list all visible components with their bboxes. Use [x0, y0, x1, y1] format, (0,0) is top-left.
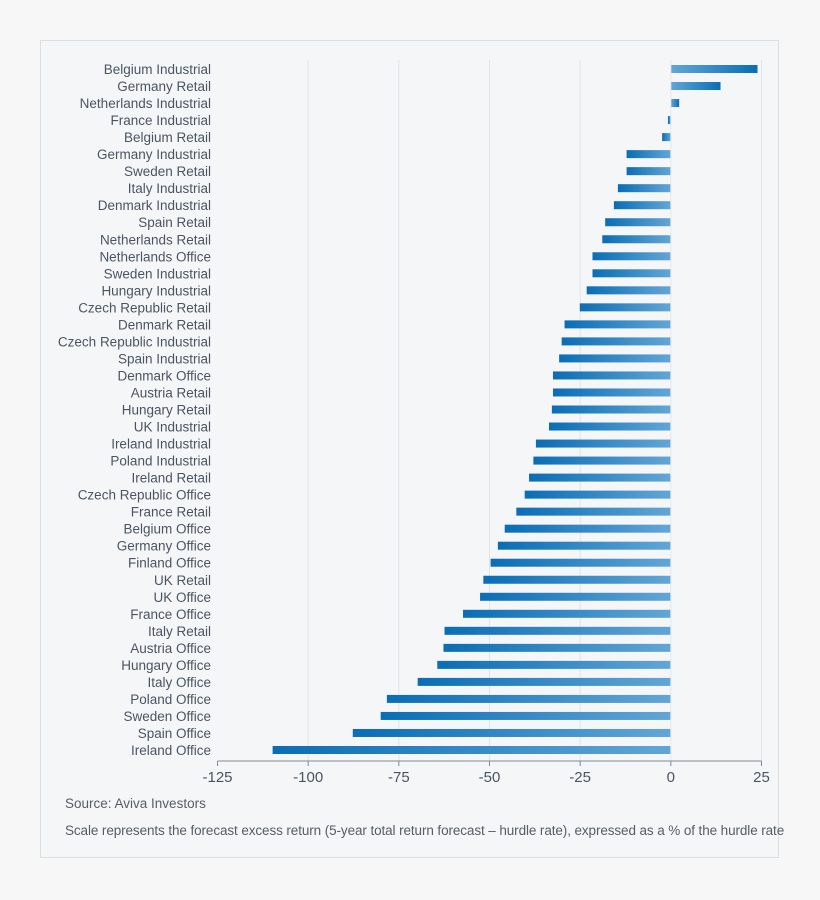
bar: [552, 371, 671, 380]
bar: [444, 626, 671, 635]
category-label: Poland Industrial: [110, 454, 211, 469]
bar: [670, 65, 758, 73]
category-label: Spain Retail: [138, 215, 211, 230]
bar: [272, 746, 671, 754]
bar: [602, 235, 671, 244]
bar: [605, 218, 671, 227]
bar: [592, 252, 671, 261]
x-tick-label: 0: [667, 769, 675, 786]
bar: [417, 677, 671, 686]
category-label: Spain Office: [138, 726, 211, 741]
category-label: Spain Industrial: [118, 351, 211, 366]
category-label: Sweden Retail: [124, 164, 211, 179]
category-label: UK Industrial: [134, 420, 211, 435]
category-label: Ireland Retail: [131, 471, 211, 486]
bar: [592, 269, 671, 278]
category-label: Germany Industrial: [97, 147, 211, 162]
category-label: Belgium Office: [123, 522, 211, 537]
category-label: Germany Retail: [117, 79, 211, 94]
x-tick-label: -75: [388, 769, 410, 786]
bar: [551, 405, 671, 414]
bar: [529, 473, 671, 482]
category-label: Finland Office: [128, 556, 211, 571]
x-tick-label: -100: [293, 769, 323, 786]
bar: [352, 728, 671, 737]
category-label: Denmark Retail: [118, 317, 211, 332]
category-label: UK Retail: [154, 573, 211, 588]
bar: [617, 184, 671, 193]
bar: [463, 609, 671, 618]
bar: [548, 422, 671, 431]
bar: [626, 167, 671, 176]
category-label: Czech Republic Retail: [78, 300, 211, 315]
bar: [380, 711, 671, 720]
category-label: France Retail: [131, 505, 211, 520]
category-label: Netherlands Retail: [100, 232, 211, 247]
category-label: Netherlands Industrial: [80, 96, 211, 111]
category-label: Hungary Retail: [122, 403, 211, 418]
category-label: Germany Office: [117, 539, 211, 554]
bar: [552, 388, 671, 397]
bar: [516, 507, 671, 516]
category-label: Czech Republic Office: [78, 488, 211, 503]
bar: [437, 660, 671, 669]
bar: [497, 541, 671, 550]
category-label: Denmark Office: [117, 368, 211, 383]
bar: [613, 201, 671, 210]
bar: [626, 150, 671, 159]
category-label: UK Office: [153, 590, 211, 605]
x-tick-label: -25: [569, 769, 591, 786]
bar: [480, 592, 671, 601]
x-tick-label: -50: [479, 769, 501, 786]
category-label: France Office: [130, 607, 211, 622]
category-label: Denmark Industrial: [98, 198, 211, 213]
category-label: Italy Retail: [148, 624, 211, 639]
category-label: France Industrial: [110, 113, 211, 128]
category-label: Czech Republic Industrial: [58, 334, 211, 349]
category-label: Netherlands Office: [99, 249, 211, 264]
category-label: Austria Office: [130, 641, 211, 656]
category-label: Austria Retail: [131, 385, 211, 400]
bar: [579, 303, 671, 312]
bar: [559, 354, 671, 363]
bar: [670, 99, 680, 108]
x-tick-label: 25: [753, 769, 770, 786]
bar: [490, 558, 671, 567]
bar: [586, 286, 671, 295]
bar: [524, 490, 671, 499]
bar: [662, 133, 671, 142]
chart-panel: [40, 40, 779, 858]
bar: [483, 575, 671, 584]
bar: [504, 524, 671, 533]
category-label: Italy Office: [147, 675, 211, 690]
source-text: Source: Aviva Investors: [65, 796, 206, 811]
category-label: Ireland Industrial: [111, 437, 211, 452]
bar: [533, 456, 671, 465]
category-label: Italy Industrial: [128, 181, 211, 196]
x-tick-label: -125: [202, 769, 232, 786]
category-label: Ireland Office: [131, 743, 211, 758]
bar: [535, 439, 671, 448]
bar: [667, 116, 671, 125]
category-label: Sweden Industrial: [104, 266, 211, 281]
bar: [670, 82, 721, 91]
bar: [386, 694, 671, 703]
category-label: Belgium Industrial: [104, 62, 211, 77]
bar: [443, 643, 671, 652]
category-label: Belgium Retail: [124, 130, 211, 145]
bar: [564, 320, 671, 329]
category-label: Sweden Office: [123, 709, 211, 724]
category-label: Poland Office: [130, 692, 211, 707]
bar: [561, 337, 671, 346]
footnote-text: Scale represents the forecast excess ret…: [65, 823, 785, 838]
category-label: Hungary Industrial: [101, 283, 211, 298]
category-label: Hungary Office: [121, 658, 211, 673]
